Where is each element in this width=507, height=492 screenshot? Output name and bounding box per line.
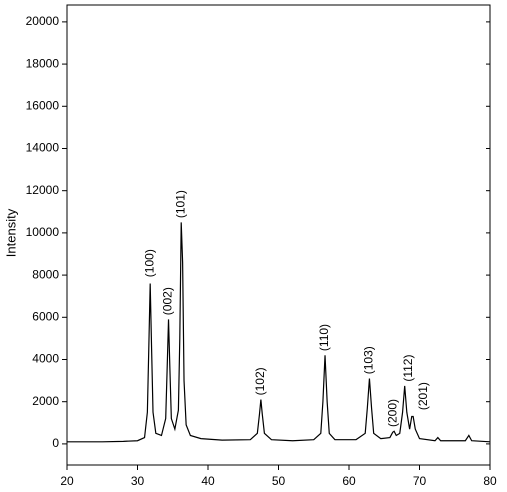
peak-label: (102) (253, 367, 267, 395)
peak-label: (101) (173, 190, 187, 218)
x-tick-label: 40 (201, 474, 215, 488)
y-axis-label: Intensity (3, 208, 18, 257)
y-tick-label: 0 (52, 436, 59, 450)
y-tick-label: 8000 (32, 267, 59, 281)
peak-label: (002) (161, 287, 175, 315)
xrd-curve (67, 222, 491, 443)
x-tick-label: 30 (131, 474, 145, 488)
peak-label: (110) (317, 324, 331, 351)
y-tick-label: 6000 (32, 309, 59, 323)
x-tick-label: 60 (342, 474, 356, 488)
peak-label: (100) (142, 249, 156, 277)
y-tick-label: 18000 (26, 56, 60, 70)
y-tick-label: 4000 (32, 352, 59, 366)
x-tick-label: 20 (60, 474, 74, 488)
y-tick-label: 10000 (26, 225, 60, 239)
peak-label: (112) (401, 355, 415, 382)
y-tick-label: 2000 (32, 394, 59, 408)
peak-label: (103) (362, 346, 376, 374)
y-tick-label: 12000 (26, 183, 60, 197)
y-tick-label: 16000 (26, 98, 60, 112)
y-tick-label: 20000 (26, 14, 60, 28)
peak-label: (201) (416, 382, 430, 410)
x-tick-label: 80 (483, 474, 497, 488)
peak-label: (200) (386, 399, 400, 427)
y-tick-label: 14000 (26, 141, 60, 155)
x-tick-label: 70 (413, 474, 427, 488)
x-tick-label: 50 (272, 474, 286, 488)
